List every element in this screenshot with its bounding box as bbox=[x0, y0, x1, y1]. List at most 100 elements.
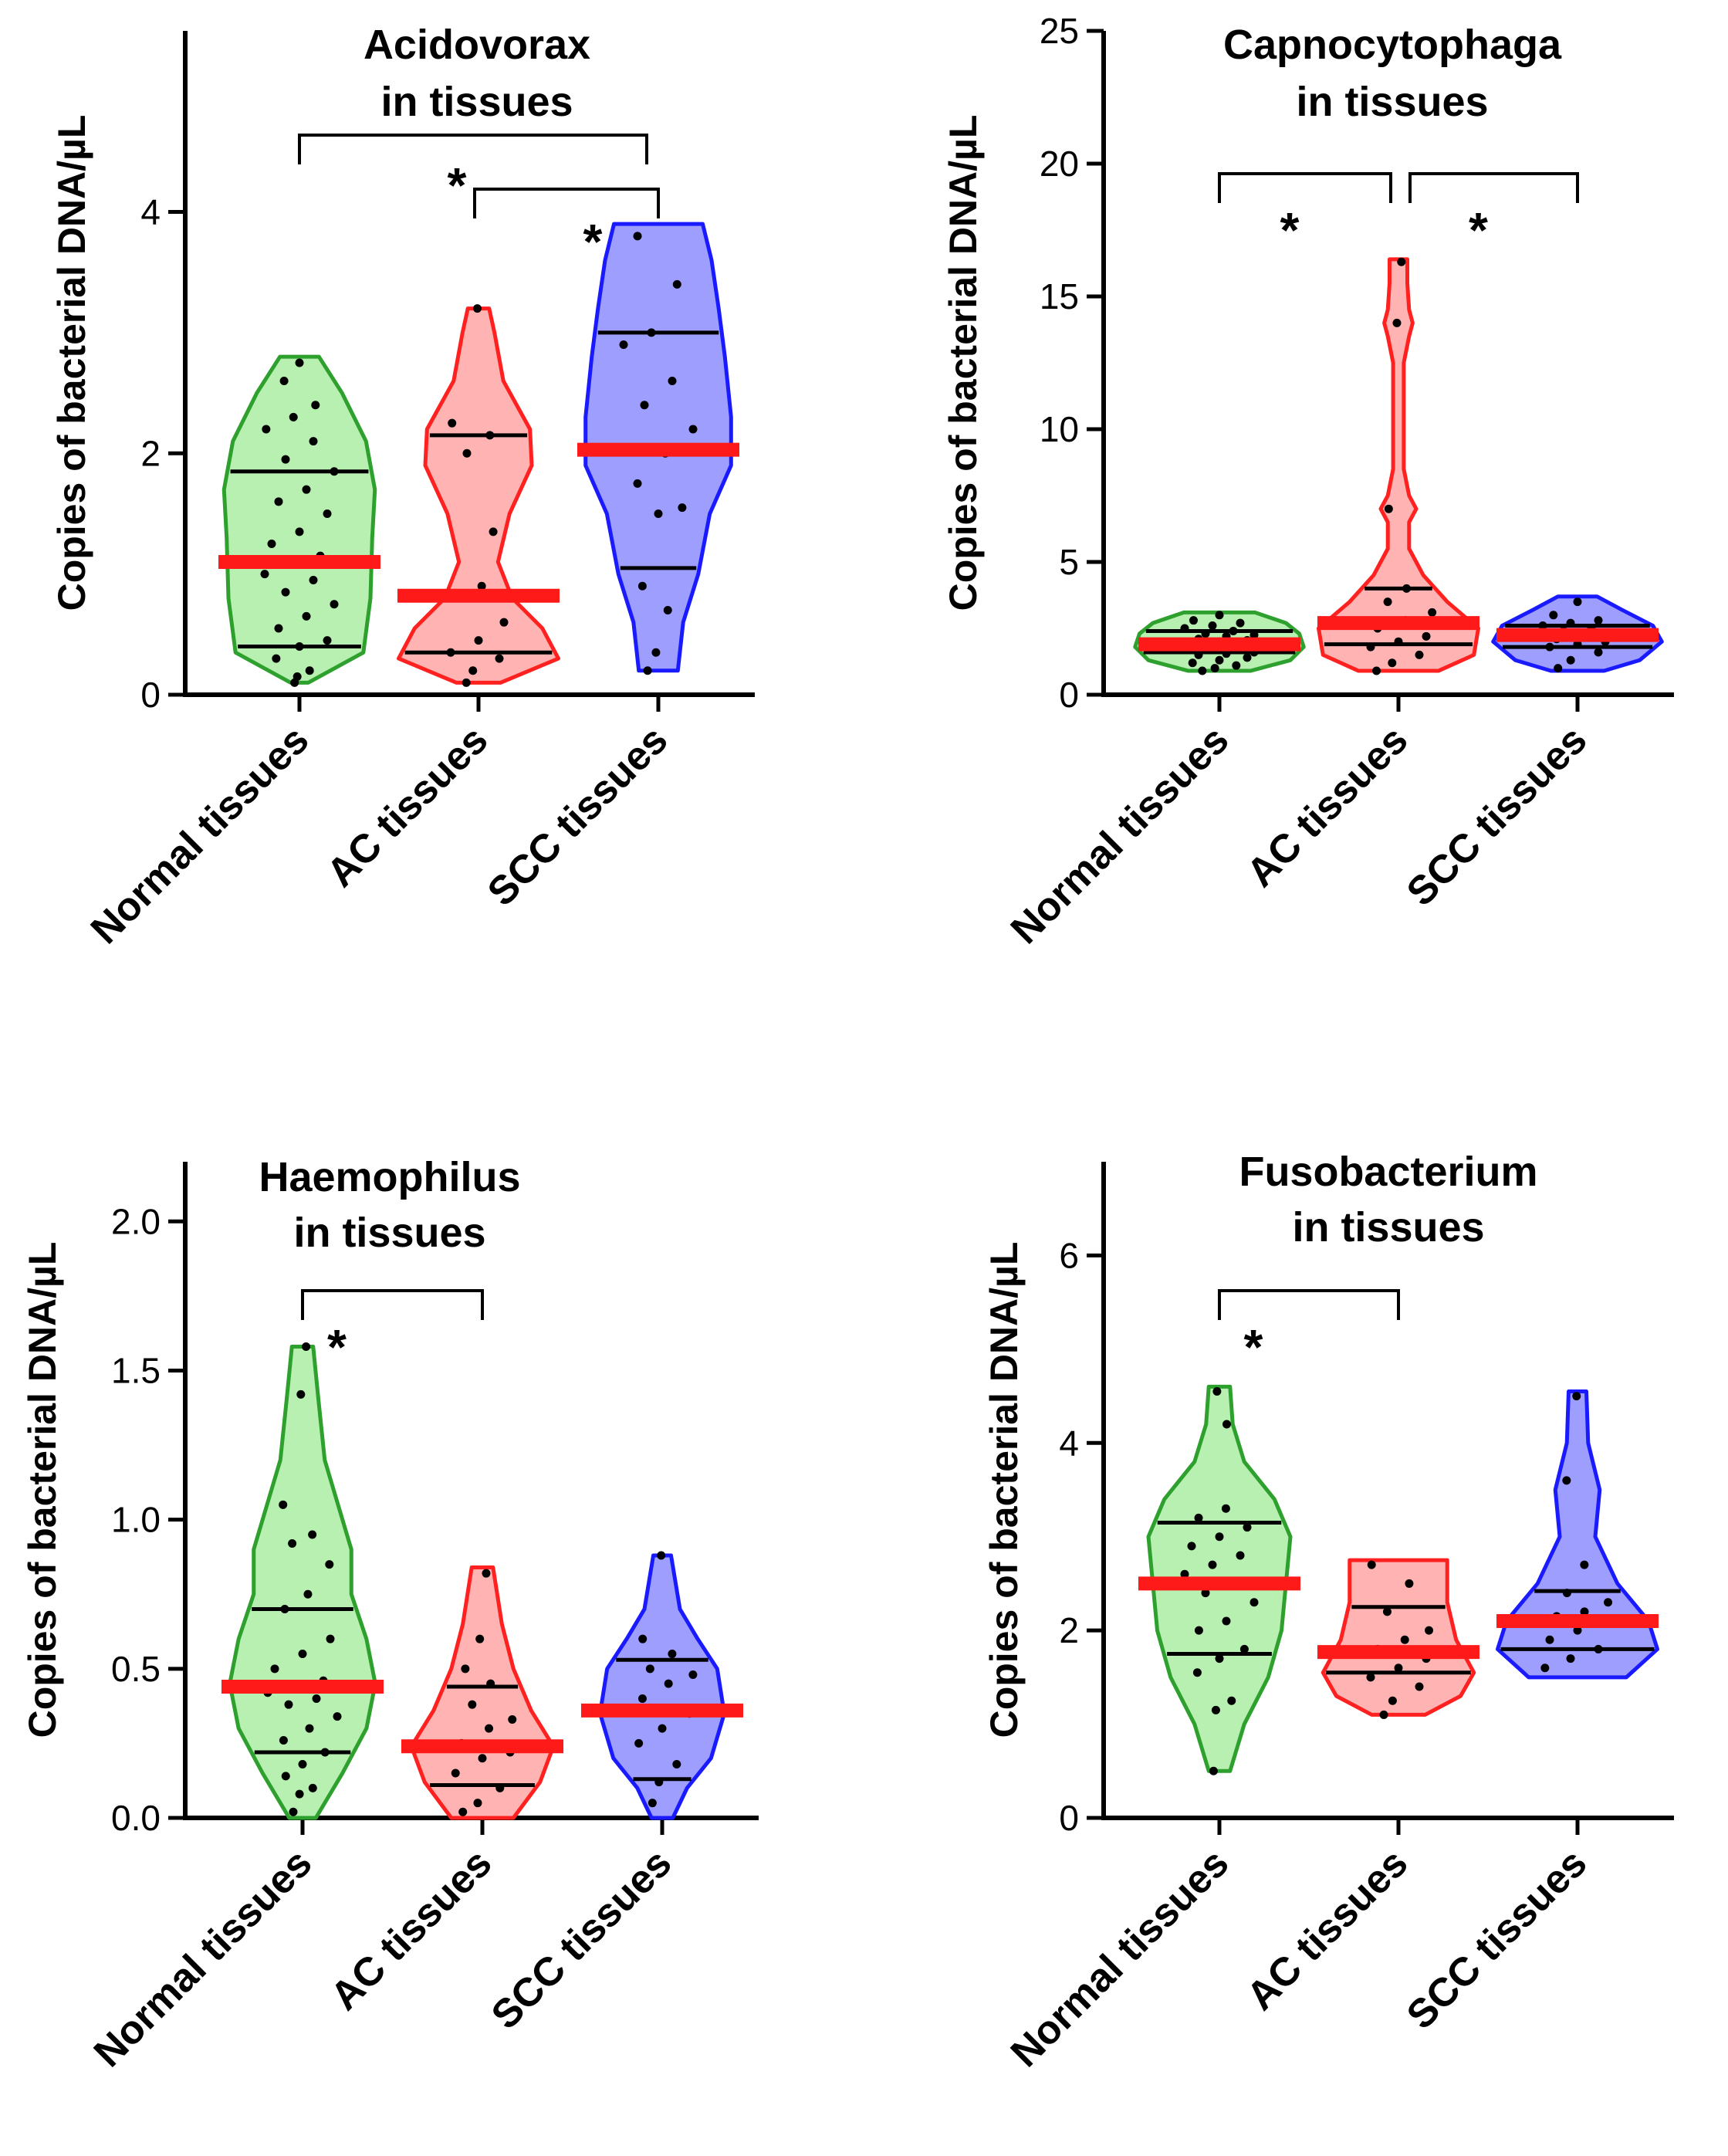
data-point bbox=[472, 304, 482, 313]
data-point bbox=[461, 1664, 470, 1674]
data-point bbox=[1428, 608, 1437, 617]
y-tick-label: 15 bbox=[1040, 276, 1079, 316]
chart-title-line: Capnocytophaga bbox=[1223, 22, 1562, 68]
violin-1 bbox=[1321, 1558, 1476, 1717]
data-point bbox=[1573, 597, 1582, 607]
data-point bbox=[489, 527, 498, 536]
data-point bbox=[458, 1807, 468, 1816]
data-point bbox=[325, 1560, 334, 1569]
x-category-label: SCC tissues bbox=[1398, 1840, 1596, 2038]
data-point bbox=[478, 1754, 487, 1763]
data-point bbox=[1379, 1710, 1388, 1719]
chart-title-line: in tissues bbox=[293, 1210, 485, 1256]
data-point bbox=[295, 358, 304, 367]
data-point bbox=[451, 1768, 460, 1778]
data-point bbox=[262, 425, 271, 434]
chart-title-line: in tissues bbox=[1292, 1204, 1484, 1251]
data-point bbox=[1366, 1673, 1375, 1682]
data-point bbox=[289, 412, 298, 421]
y-tick-label: 2.0 bbox=[111, 1201, 161, 1241]
y-tick-label: 0 bbox=[1059, 675, 1079, 715]
chart-acidovorax: Acidovorax in tissues 0 2 4 Copies of bacteri… bbox=[50, 22, 755, 953]
data-point bbox=[672, 279, 681, 289]
data-point bbox=[648, 1799, 657, 1808]
data-point bbox=[323, 509, 332, 518]
data-point bbox=[1243, 653, 1252, 662]
violin-2 bbox=[598, 1553, 726, 1820]
significance-star: * bbox=[1469, 202, 1488, 258]
data-point bbox=[323, 636, 332, 645]
data-point bbox=[668, 1650, 677, 1658]
y-tick-label: 5 bbox=[1059, 542, 1079, 582]
data-point bbox=[305, 1724, 314, 1733]
data-point bbox=[1415, 1682, 1424, 1691]
data-point bbox=[619, 340, 628, 350]
data-point bbox=[508, 1715, 517, 1724]
significance-star: * bbox=[583, 214, 603, 269]
data-point bbox=[1215, 1654, 1224, 1664]
data-point bbox=[672, 1759, 681, 1768]
data-point bbox=[1209, 1766, 1218, 1775]
data-point bbox=[298, 1759, 307, 1768]
data-point bbox=[1192, 1668, 1202, 1677]
data-point bbox=[1194, 1626, 1203, 1635]
data-point bbox=[1397, 257, 1406, 266]
data-point bbox=[330, 467, 339, 476]
y-tick-label: 1.0 bbox=[111, 1500, 161, 1540]
significance-bracket bbox=[1408, 172, 1579, 203]
data-point bbox=[1549, 611, 1558, 620]
x-category-label: SCC tissues bbox=[1398, 717, 1596, 915]
y-axis-label: Copies of bacterial DNA/µL bbox=[982, 1242, 1026, 1738]
data-point bbox=[279, 1736, 288, 1745]
chart-title-line: in tissues bbox=[380, 79, 573, 125]
data-point bbox=[1210, 664, 1219, 673]
data-point bbox=[637, 1694, 647, 1703]
data-point bbox=[1415, 650, 1424, 659]
data-point bbox=[1573, 1626, 1582, 1635]
data-point bbox=[1212, 1387, 1222, 1396]
y-tick-label: 25 bbox=[1040, 11, 1079, 51]
data-point bbox=[308, 1783, 317, 1792]
x-category-label: Normal tissues bbox=[86, 1840, 321, 2076]
data-point bbox=[1594, 1644, 1603, 1653]
x-category-label: SCC tissues bbox=[479, 717, 677, 915]
x-category-label: Normal tissues bbox=[1003, 1840, 1238, 2076]
data-point bbox=[260, 570, 269, 579]
y-tick-label: 2 bbox=[1059, 1610, 1079, 1650]
data-point bbox=[637, 581, 647, 591]
y-tick-label: 20 bbox=[1040, 144, 1079, 184]
data-point bbox=[281, 455, 290, 464]
data-point bbox=[688, 425, 698, 434]
data-point bbox=[485, 431, 495, 440]
data-point bbox=[270, 1664, 279, 1674]
data-point bbox=[1198, 666, 1207, 675]
data-point bbox=[473, 1799, 482, 1808]
chart-title-line: Acidovorax bbox=[364, 22, 590, 68]
chart-capnocytophaga: Capnocytophaga in tissues 0 5 10 15 20 25 Copies… bbox=[942, 11, 1674, 953]
data-point bbox=[302, 485, 311, 494]
data-point bbox=[1208, 621, 1217, 631]
data-point bbox=[1392, 318, 1402, 327]
data-point bbox=[1215, 655, 1224, 665]
data-point bbox=[462, 678, 471, 687]
data-point bbox=[272, 654, 281, 663]
data-point bbox=[1236, 618, 1245, 628]
data-point bbox=[663, 606, 672, 615]
y-tick-label: 0 bbox=[140, 675, 161, 715]
data-point bbox=[1366, 642, 1375, 652]
x-category-label: AC tissues bbox=[322, 1840, 500, 2019]
significance-bracket bbox=[298, 134, 648, 164]
data-point bbox=[279, 376, 289, 385]
data-point bbox=[688, 1670, 698, 1680]
data-point bbox=[274, 497, 283, 506]
data-point bbox=[495, 654, 504, 663]
y-tick-label: 0 bbox=[1059, 1798, 1079, 1838]
data-point bbox=[1572, 1392, 1581, 1401]
data-point bbox=[1422, 631, 1431, 641]
data-point bbox=[1188, 658, 1197, 668]
data-point bbox=[1227, 1696, 1236, 1705]
y-tick-label: 4 bbox=[140, 192, 161, 232]
data-point bbox=[477, 581, 486, 591]
data-point bbox=[312, 1694, 321, 1703]
data-point bbox=[1562, 1589, 1571, 1598]
